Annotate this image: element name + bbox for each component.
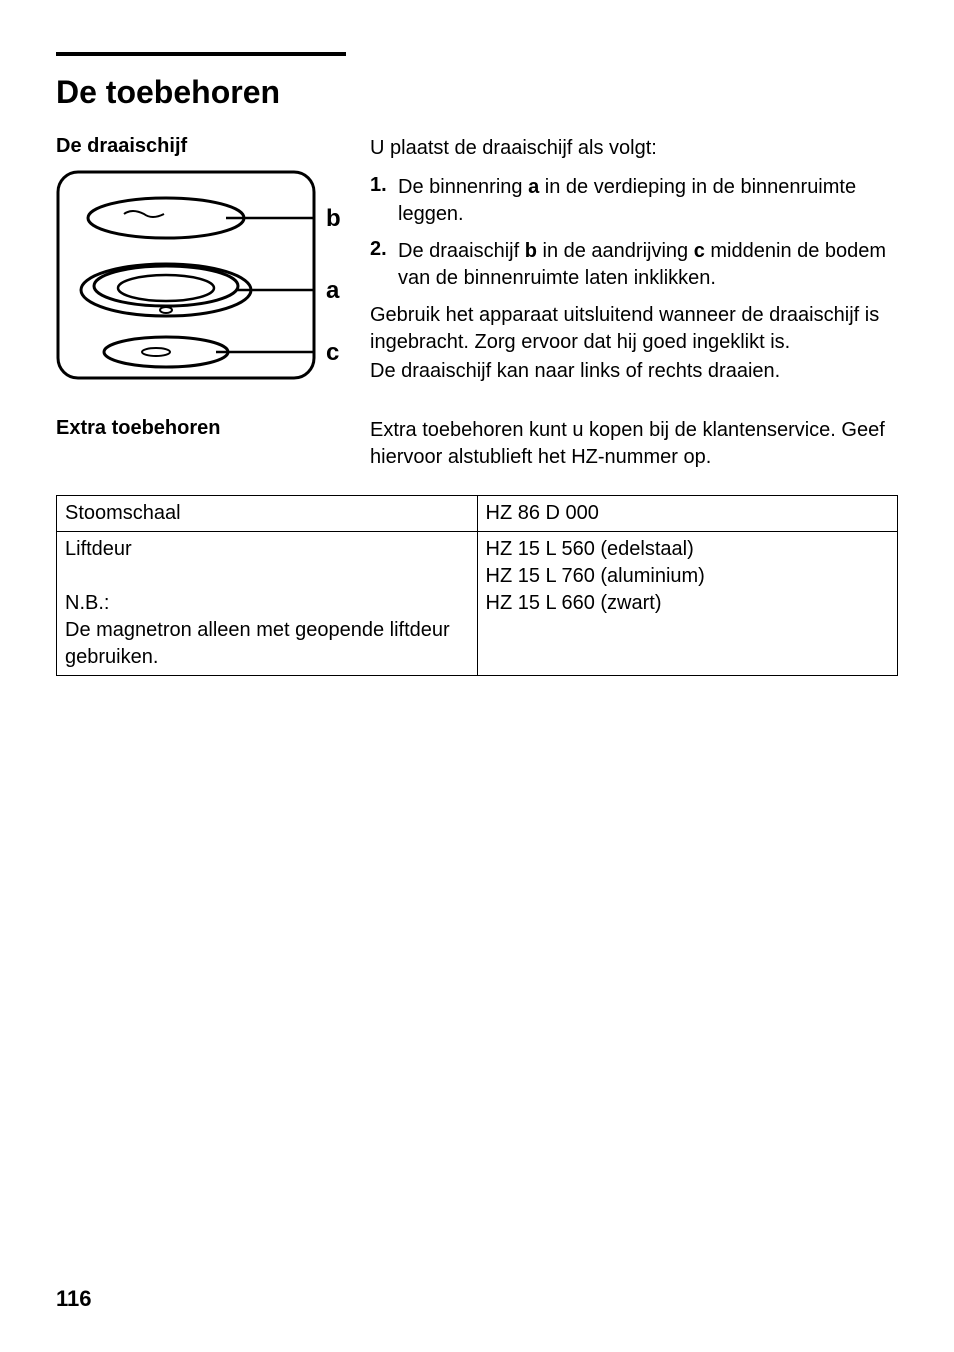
table-row: Stoomschaal HZ 86 D 000 [57, 496, 898, 532]
step1-pre: De binnenring [398, 176, 528, 198]
table-row: Liftdeur N.B.: De magnetron alleen met g… [57, 532, 898, 676]
header-rule [56, 52, 346, 56]
diagram-label-c: c [326, 339, 339, 366]
section-extra: Extra toebehoren Extra toebehoren kunt u… [56, 417, 898, 475]
page-title: De toebehoren [56, 74, 898, 111]
heading-extra: Extra toebehoren [56, 417, 346, 440]
page-number: 116 [56, 1286, 92, 1312]
step2-text: De draaischijf b in de aandrijving c mid… [398, 238, 898, 292]
para-usage: Gebruik het apparaat uitsluitend wanneer… [370, 302, 898, 356]
cell-hz86: HZ 86 D 000 [477, 496, 898, 532]
step2-num: 2. [370, 238, 398, 292]
cell-hz15: HZ 15 L 560 (edelstaal) HZ 15 L 760 (alu… [477, 532, 898, 676]
heading-draaischijf: De draaischijf [56, 135, 346, 158]
cell-liftdeur: Liftdeur N.B.: De magnetron alleen met g… [57, 532, 478, 676]
step1-text: De binnenring a in de verdieping in de b… [398, 174, 898, 228]
left-col-1: De draaischijf b [56, 135, 346, 397]
section-draaischijf: De draaischijf b [56, 135, 898, 397]
para-rotation: De draaischijf kan naar links of rechts … [370, 358, 898, 385]
right-col-1: U plaatst de draaischijf als volgt: 1. D… [370, 135, 898, 397]
intro-text: U plaatst de draaischijf als volgt: [370, 135, 898, 162]
step2-pre: De draaischijf [398, 240, 525, 262]
step2-letter-b: b [525, 240, 537, 262]
step1-num: 1. [370, 174, 398, 228]
diagram-label-a: a [326, 277, 340, 304]
step2-mid: in de aandrijving [537, 240, 694, 262]
extra-para: Extra toebehoren kunt u kopen bij de kla… [370, 417, 898, 471]
right-col-2: Extra toebehoren kunt u kopen bij de kla… [370, 417, 898, 475]
step2-letter-c: c [694, 240, 705, 262]
accessories-table: Stoomschaal HZ 86 D 000 Liftdeur N.B.: D… [56, 495, 898, 676]
step1-letter-a: a [528, 176, 539, 198]
diagram-label-b: b [326, 205, 341, 232]
step-2: 2. De draaischijf b in de aandrijving c … [370, 238, 898, 292]
left-col-2: Extra toebehoren [56, 417, 346, 475]
step-1: 1. De binnenring a in de verdieping in d… [370, 174, 898, 228]
cell-stoomschaal: Stoomschaal [57, 496, 478, 532]
turntable-diagram: b a c [56, 170, 346, 385]
